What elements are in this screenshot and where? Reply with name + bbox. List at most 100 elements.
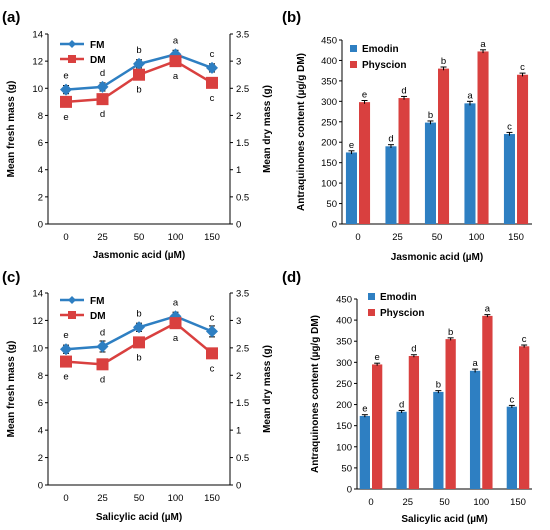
significance-letter: b — [436, 380, 441, 391]
y-tick-label: 0 — [38, 220, 43, 231]
y-tick-label: 400 — [321, 56, 337, 67]
panel-label: (a) — [2, 9, 20, 26]
x-tick-label: 50 — [439, 497, 450, 508]
data-point-square — [60, 95, 72, 108]
y-tick-label: 350 — [321, 76, 337, 87]
significance-letter: b — [136, 308, 141, 319]
bar-emodin — [503, 134, 515, 224]
significance-letter: e — [362, 404, 367, 415]
y-tick-label: 2 — [38, 192, 43, 203]
x-tick-label: 0 — [368, 497, 373, 508]
significance-letter: a — [173, 333, 179, 344]
legend-swatch — [368, 293, 375, 300]
significance-letter: a — [467, 90, 473, 101]
y2-tick-label: 3.5 — [236, 30, 249, 41]
legend-swatch — [350, 61, 357, 68]
y-tick-label: 8 — [38, 371, 43, 382]
significance-letter: e — [63, 112, 68, 123]
panel-label: (b) — [282, 9, 301, 26]
chart-panel-2: (b) 0 50 100 150 200 250 300 350 400 450 0 25 50 100 15… — [282, 9, 532, 263]
bar-emodin — [385, 146, 397, 224]
significance-letter: c — [507, 121, 512, 132]
x-tick-label: 100 — [469, 232, 485, 243]
significance-letter: b — [441, 56, 446, 67]
data-point-square — [60, 355, 72, 368]
significance-letter: a — [173, 35, 179, 46]
x-tick-label: 25 — [97, 493, 108, 504]
x-tick-label: 100 — [168, 493, 184, 504]
y-tick-label: 8 — [38, 111, 43, 122]
y-tick-label: 6 — [38, 138, 43, 149]
significance-letter: a — [173, 71, 179, 82]
legend-label: FM — [90, 40, 104, 51]
y2-tick-label: 3 — [236, 57, 241, 68]
data-point-diamond — [133, 321, 145, 334]
bar-emodin — [433, 391, 444, 489]
y-tick-label: 300 — [336, 358, 352, 369]
y-tick-label: 12 — [32, 316, 43, 327]
significance-letter: c — [210, 363, 215, 374]
bar-physcion — [482, 315, 493, 489]
x-tick-label: 50 — [432, 232, 443, 243]
significance-letter: e — [63, 372, 68, 383]
y-tick-label: 2 — [38, 453, 43, 464]
legend-label: Physcion — [380, 308, 424, 319]
y-tick-label: 14 — [32, 289, 43, 300]
x-tick-label: 50 — [134, 232, 145, 243]
x-axis-title: Salicylic acid (µM) — [96, 512, 182, 523]
significance-letter: c — [520, 62, 525, 73]
legend-marker-square — [68, 311, 76, 319]
y-axis-title: Mean fresh mass (g) — [6, 81, 17, 178]
significance-letter: a — [173, 297, 179, 308]
bar-physcion — [359, 102, 371, 224]
y-tick-label: 200 — [321, 138, 337, 149]
y-tick-label: 250 — [336, 379, 352, 390]
y-tick-label: 14 — [32, 30, 43, 41]
y-tick-label: 350 — [336, 337, 352, 348]
significance-letter: e — [374, 352, 379, 363]
significance-letter: b — [136, 352, 141, 363]
x-tick-label: 150 — [204, 232, 220, 243]
y-tick-label: 100 — [321, 179, 337, 190]
legend-label: Emodin — [380, 292, 417, 303]
bar-physcion — [398, 98, 410, 224]
data-point-diamond — [60, 83, 72, 96]
y2-tick-label: 0 — [236, 220, 241, 231]
legend-swatch — [350, 45, 357, 52]
y-tick-label: 150 — [321, 158, 337, 169]
significance-letter: d — [100, 374, 105, 385]
legend-label: DM — [90, 55, 106, 66]
bar-physcion — [408, 356, 420, 489]
panel-label: (c) — [2, 269, 20, 286]
y-tick-label: 450 — [321, 36, 337, 47]
y2-tick-label: 2 — [236, 111, 241, 122]
y-tick-label: 10 — [32, 343, 43, 354]
y-tick-label: 400 — [336, 316, 352, 327]
y-tick-label: 0 — [332, 220, 337, 231]
data-point-square — [206, 76, 218, 89]
data-point-square — [133, 336, 145, 349]
y-tick-label: 100 — [336, 442, 352, 453]
significance-letter: c — [522, 334, 527, 345]
data-point-square — [133, 68, 145, 81]
y2-tick-label: 2.5 — [236, 343, 249, 354]
data-point-diamond — [206, 325, 218, 338]
legend-label: Physcion — [362, 60, 406, 71]
significance-letter: d — [100, 68, 105, 79]
y-tick-label: 6 — [38, 398, 43, 409]
x-tick-label: 25 — [97, 232, 108, 243]
x-tick-label: 0 — [355, 232, 360, 243]
y2-tick-label: 1.5 — [236, 398, 249, 409]
x-tick-label: 0 — [63, 232, 68, 243]
significance-letter: d — [399, 399, 404, 410]
significance-letter: e — [362, 90, 367, 101]
bar-emodin — [469, 370, 481, 489]
legend-swatch — [368, 309, 375, 316]
significance-letter: d — [411, 344, 416, 355]
y-axis-title: Antraquinones content (µg/g DM) — [310, 315, 321, 473]
data-point-diamond — [96, 80, 109, 93]
x-axis-title: Jasmonic acid (µM) — [93, 250, 185, 261]
y-tick-label: 0 — [38, 481, 43, 492]
y2-tick-label: 1 — [236, 426, 241, 437]
